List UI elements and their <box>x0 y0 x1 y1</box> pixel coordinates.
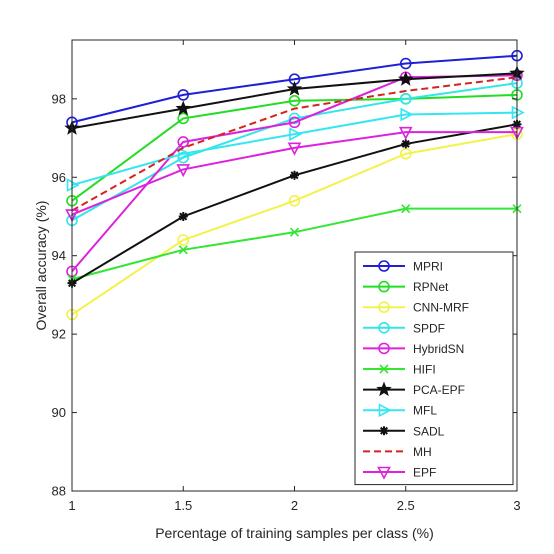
data-point-rpnet <box>177 112 190 125</box>
legend-marker-epf <box>377 466 391 480</box>
legend-entry-sadl: SADL <box>363 424 445 438</box>
legend-entry-cnn-mrf: CNN-MRF <box>363 301 469 315</box>
data-point-sadl <box>290 170 299 180</box>
data-point-cnn-mrf <box>177 234 190 246</box>
legend-entry-mfl: MFL <box>363 403 437 418</box>
legend: MPRI RPNet CNN-MRF SPDF HybridSN HIFI PCA-EPF M… <box>354 251 514 486</box>
series-line-rpnet <box>71 93 518 202</box>
y-tick-label: 96 <box>52 170 66 185</box>
legend-marker-mfl <box>378 403 392 418</box>
data-point-hifi <box>178 245 188 255</box>
series-hifi <box>67 204 522 284</box>
data-point-hifi <box>289 227 300 237</box>
legend-label-hybridsn: HybridSN <box>413 342 464 356</box>
legend-entry-rpnet: RPNet <box>363 280 449 294</box>
data-point-pca-epf <box>398 71 414 86</box>
data-point-hybridsn <box>177 136 190 148</box>
axes-layer: 1 1.5 2 2.5 3 88 90 92 94 96 98 <box>52 39 521 513</box>
series-line-mh <box>71 76 518 212</box>
data-point-rpnet <box>288 94 301 107</box>
y-tick-label: 98 <box>52 91 66 106</box>
legend-entry-mh: MH <box>363 445 432 459</box>
data-point-mfl <box>400 107 414 122</box>
data-point-mfl <box>66 178 80 192</box>
legend-label-spdf: SPDF <box>413 321 445 335</box>
data-point-mfl <box>289 127 303 141</box>
x-tick-label: 2.5 <box>397 498 415 513</box>
legend-entry-epf: EPF <box>363 466 436 480</box>
data-point-mpri <box>399 57 412 70</box>
x-tick-label: 2 <box>291 498 298 513</box>
x-tick-label: 1 <box>68 498 75 513</box>
legend-marker-hifi <box>379 364 389 374</box>
data-point-sadl <box>178 211 188 221</box>
data-point-mpri <box>177 89 190 101</box>
data-point-hifi <box>401 204 411 214</box>
data-point-cnn-mrf <box>399 147 412 160</box>
x-axis-label: Percentage of training samples per class… <box>155 525 434 541</box>
data-point-pca-epf <box>286 80 303 96</box>
series-line-spdf <box>71 82 518 222</box>
legend-entry-spdf: SPDF <box>363 321 445 335</box>
y-tick-label: 92 <box>52 327 66 342</box>
data-point-spdf <box>399 93 412 105</box>
data-point-cnn-mrf <box>288 194 301 207</box>
legend-entry-hybridsn: HybridSN <box>363 342 464 356</box>
data-point-pca-epf <box>175 100 191 116</box>
legend-label-mh: MH <box>413 445 432 459</box>
series-mfl <box>66 105 525 192</box>
y-tick-label: 94 <box>52 248 66 263</box>
data-point-spdf <box>288 112 301 125</box>
legend-marker-sadl <box>379 426 389 436</box>
legend-marker-hybridsn <box>378 342 390 355</box>
legend-label-epf: EPF <box>413 466 436 480</box>
legend-marker-spdf <box>378 321 390 334</box>
legend-entry-pca-epf: PCA-EPF <box>363 381 465 397</box>
data-point-hybridsn <box>288 116 301 129</box>
legend-label-mfl: MFL <box>413 404 437 418</box>
data-point-epf <box>287 142 302 156</box>
legend-marker-mpri <box>378 260 390 272</box>
legend-label-rpnet: RPNet <box>413 280 449 294</box>
x-tick-label: 3 <box>513 498 520 513</box>
legend-marker-rpnet <box>378 280 390 293</box>
legend-label-mpri: MPRI <box>413 260 443 274</box>
legend-label-pca-epf: PCA-EPF <box>413 383 465 397</box>
legend-entry-mpri: MPRI <box>363 260 443 274</box>
data-point-epf <box>398 126 413 140</box>
series-line-cnn-mrf <box>71 133 518 316</box>
data-point-sadl <box>401 139 411 149</box>
y-tick-label: 88 <box>52 484 66 499</box>
legend-label-hifi: HIFI <box>413 363 436 377</box>
data-point-mfl <box>177 146 191 161</box>
data-point-epf <box>176 164 191 178</box>
y-axis-label: Overall accuracy (%) <box>33 201 49 331</box>
y-tick-label: 90 <box>52 405 66 420</box>
series-line-mfl <box>71 111 518 187</box>
legend-marker-pca-epf <box>376 381 392 397</box>
x-tick-label: 1.5 <box>174 498 192 513</box>
data-point-mfl <box>511 105 525 120</box>
series-mh <box>71 76 518 212</box>
legend-entry-hifi: HIFI <box>363 363 436 377</box>
series-line-epf <box>71 131 517 216</box>
legend-marker-cnn-mrf <box>378 301 390 314</box>
legend-label-cnn-mrf: CNN-MRF <box>413 301 469 315</box>
series-line-mpri <box>71 54 518 124</box>
legend-label-sadl: SADL <box>413 424 445 438</box>
